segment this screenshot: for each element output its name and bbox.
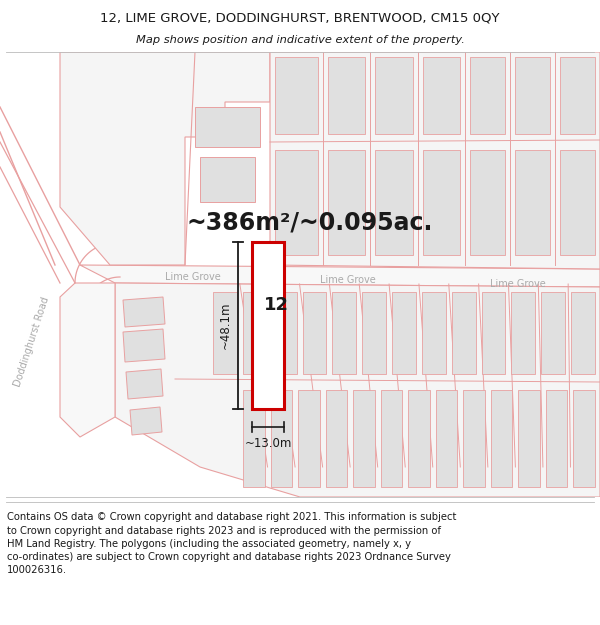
Text: 12: 12 [263, 296, 289, 314]
Polygon shape [422, 292, 446, 374]
Polygon shape [332, 292, 356, 374]
Polygon shape [560, 150, 595, 255]
Polygon shape [392, 292, 416, 374]
Polygon shape [60, 52, 270, 265]
Polygon shape [491, 390, 512, 487]
Text: Doddinghurst Road: Doddinghurst Road [13, 296, 51, 388]
Polygon shape [275, 150, 318, 255]
Text: ~386m²/~0.095ac.: ~386m²/~0.095ac. [187, 210, 433, 234]
Polygon shape [574, 390, 595, 487]
Polygon shape [243, 390, 265, 487]
Polygon shape [60, 283, 115, 437]
Polygon shape [408, 390, 430, 487]
Polygon shape [560, 57, 595, 134]
Text: ~48.1m: ~48.1m [218, 302, 232, 349]
Polygon shape [470, 57, 505, 134]
Polygon shape [115, 283, 600, 497]
Polygon shape [326, 390, 347, 487]
Polygon shape [126, 369, 163, 399]
Polygon shape [130, 407, 162, 435]
Polygon shape [252, 242, 284, 409]
Polygon shape [463, 390, 485, 487]
Polygon shape [452, 292, 476, 374]
Polygon shape [123, 297, 165, 327]
Polygon shape [298, 390, 320, 487]
Polygon shape [213, 292, 237, 374]
Polygon shape [571, 292, 595, 374]
Polygon shape [380, 390, 402, 487]
Polygon shape [275, 57, 318, 134]
Polygon shape [541, 292, 565, 374]
Text: Lime Grove: Lime Grove [320, 275, 376, 285]
Text: ~13.0m: ~13.0m [244, 437, 292, 450]
Polygon shape [328, 150, 365, 255]
Polygon shape [271, 390, 292, 487]
Polygon shape [328, 57, 365, 134]
Polygon shape [353, 390, 374, 487]
Polygon shape [511, 292, 535, 374]
Polygon shape [200, 157, 255, 202]
Polygon shape [470, 150, 505, 255]
Polygon shape [243, 292, 266, 374]
Text: Map shows position and indicative extent of the property.: Map shows position and indicative extent… [136, 36, 464, 46]
Polygon shape [123, 329, 165, 362]
Polygon shape [515, 150, 550, 255]
Text: Contains OS data © Crown copyright and database right 2021. This information is : Contains OS data © Crown copyright and d… [7, 512, 457, 575]
Polygon shape [423, 150, 460, 255]
Polygon shape [482, 292, 505, 374]
Text: 12, LIME GROVE, DODDINGHURST, BRENTWOOD, CM15 0QY: 12, LIME GROVE, DODDINGHURST, BRENTWOOD,… [100, 11, 500, 24]
Text: Lime Grove: Lime Grove [165, 272, 221, 282]
Polygon shape [375, 150, 413, 255]
Polygon shape [423, 57, 460, 134]
Polygon shape [272, 292, 296, 374]
Polygon shape [362, 292, 386, 374]
Polygon shape [195, 107, 260, 147]
Polygon shape [436, 390, 457, 487]
Polygon shape [302, 292, 326, 374]
Polygon shape [80, 265, 600, 287]
Polygon shape [546, 390, 568, 487]
Polygon shape [515, 57, 550, 134]
Polygon shape [270, 52, 600, 269]
Text: Lime Grove: Lime Grove [490, 279, 546, 289]
Polygon shape [518, 390, 540, 487]
Polygon shape [375, 57, 413, 134]
